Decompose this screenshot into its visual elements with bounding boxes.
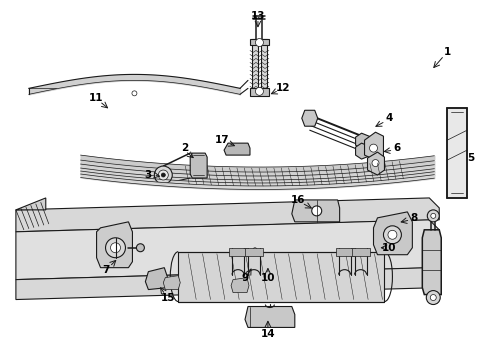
Circle shape (154, 166, 172, 184)
Polygon shape (356, 133, 371, 149)
Polygon shape (163, 276, 180, 289)
Circle shape (388, 230, 397, 239)
Circle shape (426, 291, 440, 305)
Circle shape (369, 144, 377, 152)
Polygon shape (336, 248, 354, 256)
Polygon shape (373, 212, 413, 255)
Circle shape (132, 91, 137, 96)
Polygon shape (422, 230, 441, 294)
Polygon shape (178, 252, 385, 302)
Polygon shape (250, 39, 269, 45)
Polygon shape (292, 200, 340, 222)
Polygon shape (356, 143, 371, 159)
Circle shape (255, 87, 264, 95)
Text: 11: 11 (88, 93, 103, 103)
Circle shape (136, 244, 145, 252)
Polygon shape (97, 222, 132, 268)
Circle shape (255, 39, 264, 46)
Text: 10: 10 (261, 273, 275, 283)
Polygon shape (245, 306, 295, 328)
Polygon shape (16, 268, 439, 300)
Circle shape (111, 243, 121, 253)
Text: 1: 1 (443, 48, 451, 58)
Text: 7: 7 (102, 265, 109, 275)
Text: 14: 14 (261, 329, 275, 339)
Polygon shape (252, 39, 258, 95)
Polygon shape (302, 110, 318, 126)
Text: 3: 3 (145, 170, 152, 180)
Text: 5: 5 (467, 153, 475, 163)
Text: 4: 4 (386, 113, 393, 123)
Circle shape (161, 173, 165, 177)
Text: 17: 17 (215, 135, 229, 145)
Circle shape (242, 249, 248, 255)
Polygon shape (146, 268, 167, 289)
Circle shape (312, 206, 322, 216)
Text: 9: 9 (242, 273, 248, 283)
Text: 16: 16 (291, 195, 305, 205)
Circle shape (430, 294, 436, 301)
Text: 12: 12 (275, 84, 290, 93)
Text: 8: 8 (411, 213, 418, 223)
Circle shape (384, 226, 401, 244)
Polygon shape (250, 88, 269, 96)
Circle shape (427, 210, 439, 222)
Circle shape (158, 170, 168, 180)
Circle shape (431, 213, 436, 219)
Text: 2: 2 (182, 143, 189, 153)
Polygon shape (229, 248, 247, 256)
Text: 15: 15 (161, 293, 175, 302)
Polygon shape (190, 153, 207, 178)
Polygon shape (365, 132, 384, 160)
Polygon shape (261, 39, 267, 95)
Text: 10: 10 (382, 243, 397, 253)
Circle shape (372, 159, 379, 167)
Polygon shape (368, 152, 385, 175)
Polygon shape (447, 108, 467, 198)
Circle shape (253, 248, 257, 252)
Text: 13: 13 (251, 11, 265, 21)
Polygon shape (16, 220, 439, 280)
Circle shape (105, 238, 125, 258)
Polygon shape (224, 143, 250, 155)
Polygon shape (231, 278, 249, 293)
Text: 6: 6 (394, 143, 401, 153)
Polygon shape (16, 198, 439, 232)
Polygon shape (245, 248, 263, 256)
Polygon shape (352, 248, 369, 256)
Polygon shape (16, 198, 46, 210)
